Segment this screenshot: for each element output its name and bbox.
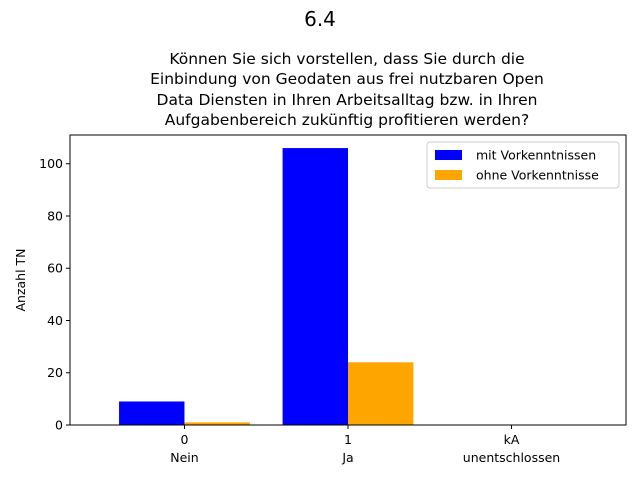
legend: mit Vorkenntnissen ohne Vorkenntnisse — [426, 141, 620, 189]
bar — [119, 401, 185, 425]
chart-title-line: Einbindung von Geodaten aus frei nutzbar… — [150, 70, 544, 88]
chart-suptitle: 6.4 — [304, 7, 336, 31]
x-tick-sublabel: Nein — [170, 450, 198, 465]
legend-label: mit Vorkenntnissen — [476, 148, 596, 163]
chart-title: Können Sie sich vorstellen, dass Sie dur… — [150, 50, 544, 129]
chart-title-line: Können Sie sich vorstellen, dass Sie dur… — [169, 50, 524, 68]
legend-label: ohne Vorkenntnisse — [476, 168, 599, 183]
plot-area: 0 20 40 60 80 100 0 Nein 1 Ja kA unentschlossen — [39, 134, 627, 465]
y-tick-label: 60 — [47, 261, 63, 276]
x-tick-sublabel: unentschlossen — [463, 450, 560, 465]
y-tick-label: 0 — [55, 418, 63, 433]
bar — [348, 362, 414, 425]
y-tick-label: 80 — [47, 208, 63, 223]
y-tick-label: 20 — [47, 365, 63, 380]
legend-swatch — [435, 150, 462, 160]
y-tick-label: 40 — [47, 313, 63, 328]
bar — [184, 422, 250, 425]
bar — [282, 148, 348, 426]
legend-frame — [426, 141, 620, 189]
x-tick-label: 1 — [344, 432, 352, 447]
y-tick-label: 100 — [39, 156, 63, 171]
chart-title-line: Aufgabenbereich zukünftig profitieren we… — [165, 111, 529, 129]
chart-title-line: Data Diensten in Ihren Arbeitsalltag bzw… — [157, 91, 538, 109]
x-tick-label: 0 — [180, 432, 188, 447]
x-tick-label: kA — [504, 432, 520, 447]
legend-swatch — [435, 170, 462, 180]
y-axis-label: Anzahl TN — [13, 248, 28, 311]
x-tick-sublabel: Ja — [341, 450, 353, 465]
